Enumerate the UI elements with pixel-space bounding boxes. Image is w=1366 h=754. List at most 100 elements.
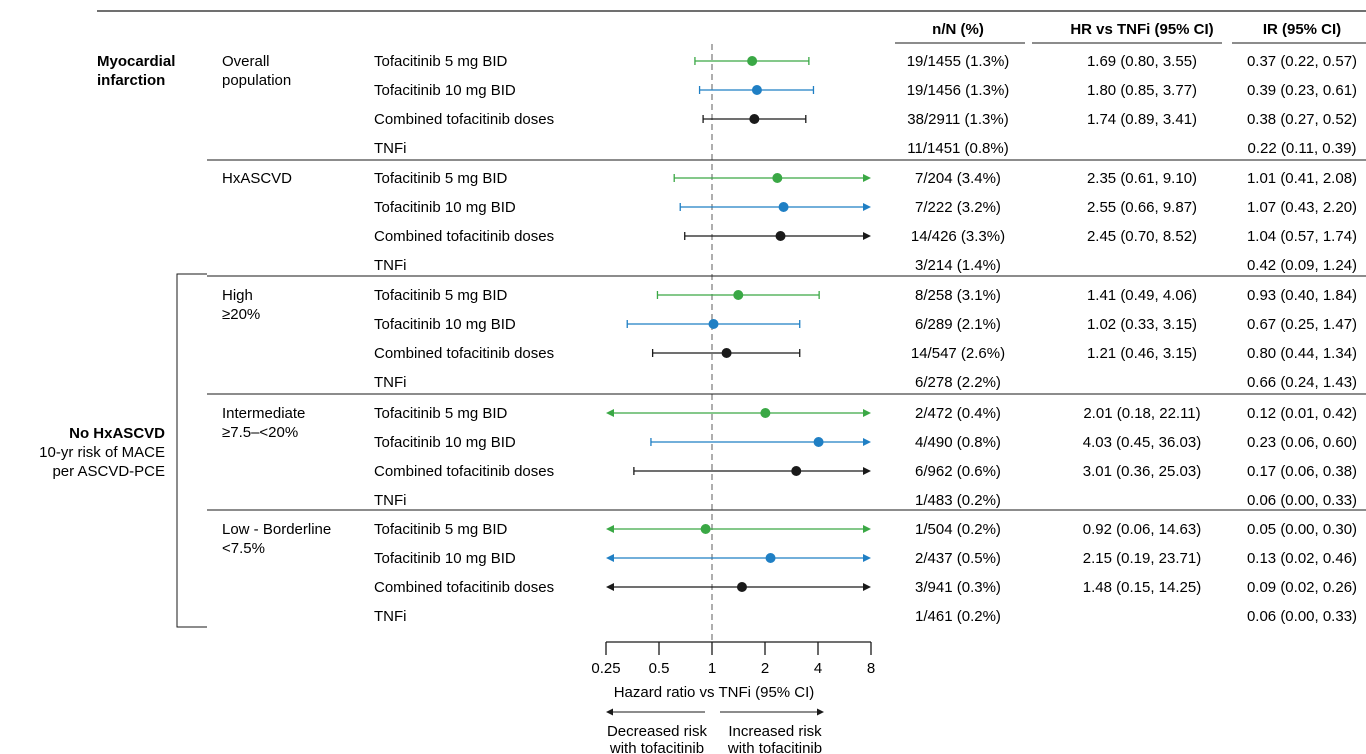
treatment-label: Combined tofacitinib doses [374, 345, 554, 362]
hr-point [749, 114, 760, 124]
treatment-label: TNFi [374, 374, 407, 391]
hr-point [775, 231, 786, 241]
n-value: 3/214 (1.4%) [915, 257, 1001, 274]
bracket-label-line1: No HxASCVD [69, 425, 165, 442]
n-value: 14/547 (2.6%) [911, 345, 1005, 362]
ir-value: 0.13 (0.02, 0.46) [1247, 550, 1357, 567]
hr-point [733, 290, 744, 300]
hr-point [736, 582, 747, 592]
header-n: n/N (%) [932, 21, 984, 38]
treatment-label: Tofacitinib 5 mg BID [374, 170, 508, 187]
treatment-label: Tofacitinib 10 mg BID [374, 199, 516, 216]
header-hr: HR vs TNFi (95% CI) [1070, 21, 1213, 38]
hr-point [708, 319, 719, 329]
ir-value: 0.05 (0.00, 0.30) [1247, 521, 1357, 538]
group-label: Intermediate [222, 405, 305, 422]
n-value: 1/483 (0.2%) [915, 492, 1001, 509]
ir-value: 1.07 (0.43, 2.20) [1247, 199, 1357, 216]
hr-value: 2.35 (0.61, 9.10) [1087, 170, 1197, 187]
treatment-label: Tofacitinib 5 mg BID [374, 521, 508, 538]
ir-value: 0.66 (0.24, 1.43) [1247, 374, 1357, 391]
x-axis-label: Hazard ratio vs TNFi (95% CI) [614, 684, 815, 701]
hr-point [765, 553, 776, 563]
n-value: 2/472 (0.4%) [915, 405, 1001, 422]
hr-value: 1.48 (0.15, 14.25) [1083, 579, 1201, 596]
ci-arrow-right [863, 174, 871, 182]
outcome-label-line1: Myocardial [97, 53, 175, 70]
ci-arrow-right [863, 467, 871, 475]
n-value: 4/490 (0.8%) [915, 434, 1001, 451]
treatment-label: TNFi [374, 140, 407, 157]
group-label: ≥7.5–<20% [222, 424, 298, 441]
ir-value: 0.09 (0.02, 0.26) [1247, 579, 1357, 596]
n-value: 14/426 (3.3%) [911, 228, 1005, 245]
hr-value: 1.80 (0.85, 3.77) [1087, 82, 1197, 99]
no-hxascvd-bracket [176, 273, 207, 628]
n-value: 1/504 (0.2%) [915, 521, 1001, 538]
n-value: 3/941 (0.3%) [915, 579, 1001, 596]
ir-value: 0.22 (0.11, 0.39) [1248, 140, 1357, 157]
group-label: ≥20% [222, 306, 260, 323]
n-value: 7/204 (3.4%) [915, 170, 1001, 187]
ir-value: 0.93 (0.40, 1.84) [1247, 287, 1357, 304]
ir-value: 0.80 (0.44, 1.34) [1247, 345, 1357, 362]
group-label: Low - Borderline [222, 521, 331, 538]
hr-value: 1.41 (0.49, 4.06) [1087, 287, 1197, 304]
arrow-decreased-head [606, 708, 613, 716]
treatment-label: Tofacitinib 5 mg BID [374, 287, 508, 304]
ci-arrow-right [863, 203, 871, 211]
decreased-risk-line2: with tofacitinib [609, 740, 704, 754]
group-label: Overall [222, 53, 270, 70]
ci-arrow-right [863, 438, 871, 446]
n-value: 19/1456 (1.3%) [907, 82, 1010, 99]
treatment-label: Tofacitinib 10 mg BID [374, 434, 516, 451]
ir-value: 0.06 (0.00, 0.33) [1247, 492, 1357, 509]
hr-value: 3.01 (0.36, 25.03) [1083, 463, 1201, 480]
header-ir: IR (95% CI) [1263, 21, 1341, 38]
x-tick-label: 4 [814, 660, 822, 677]
ci-arrow-left [606, 554, 614, 562]
treatment-label: Combined tofacitinib doses [374, 463, 554, 480]
bracket-label-line2: 10-yr risk of MACE [39, 444, 165, 461]
hr-value: 2.55 (0.66, 9.87) [1087, 199, 1197, 216]
n-value: 19/1455 (1.3%) [907, 53, 1010, 70]
ir-value: 0.39 (0.23, 0.61) [1247, 82, 1357, 99]
hr-point [760, 408, 771, 418]
group-label: HxASCVD [222, 170, 292, 187]
ir-value: 1.04 (0.57, 1.74) [1247, 228, 1357, 245]
treatment-label: Tofacitinib 10 mg BID [374, 316, 516, 333]
x-tick-label: 8 [867, 660, 875, 677]
x-tick-label: 1 [708, 660, 716, 677]
hr-value: 1.02 (0.33, 3.15) [1087, 316, 1197, 333]
ir-value: 0.17 (0.06, 0.38) [1247, 463, 1357, 480]
n-value: 6/289 (2.1%) [915, 316, 1001, 333]
ci-arrow-left [606, 525, 614, 533]
x-tick-label: 0.25 [591, 660, 620, 677]
n-value: 1/461 (0.2%) [915, 608, 1001, 625]
treatment-label: Combined tofacitinib doses [374, 228, 554, 245]
ci-arrow-right [863, 525, 871, 533]
ir-value: 0.12 (0.01, 0.42) [1247, 405, 1357, 422]
treatment-label: Tofacitinib 5 mg BID [374, 405, 508, 422]
treatment-label: Tofacitinib 5 mg BID [374, 53, 508, 70]
hr-value: 1.69 (0.80, 3.55) [1087, 53, 1197, 70]
hr-point [751, 85, 762, 95]
hr-value: 2.01 (0.18, 22.11) [1083, 405, 1200, 422]
n-value: 2/437 (0.5%) [915, 550, 1001, 567]
n-value: 6/962 (0.6%) [915, 463, 1001, 480]
increased-risk-line1: Increased risk [728, 723, 822, 740]
decreased-risk-line1: Decreased risk [607, 723, 708, 740]
n-value: 8/258 (3.1%) [915, 287, 1001, 304]
group-label: population [222, 72, 291, 89]
arrow-increased-head [817, 708, 824, 716]
hr-value: 0.92 (0.06, 14.63) [1083, 521, 1201, 538]
treatment-label: TNFi [374, 492, 407, 509]
ci-arrow-left [606, 583, 614, 591]
ci-arrow-right [863, 232, 871, 240]
group-label: High [222, 287, 253, 304]
ir-value: 0.23 (0.06, 0.60) [1247, 434, 1357, 451]
hr-value: 2.45 (0.70, 8.52) [1087, 228, 1197, 245]
ir-value: 0.06 (0.00, 0.33) [1247, 608, 1357, 625]
treatment-label: Tofacitinib 10 mg BID [374, 550, 516, 567]
